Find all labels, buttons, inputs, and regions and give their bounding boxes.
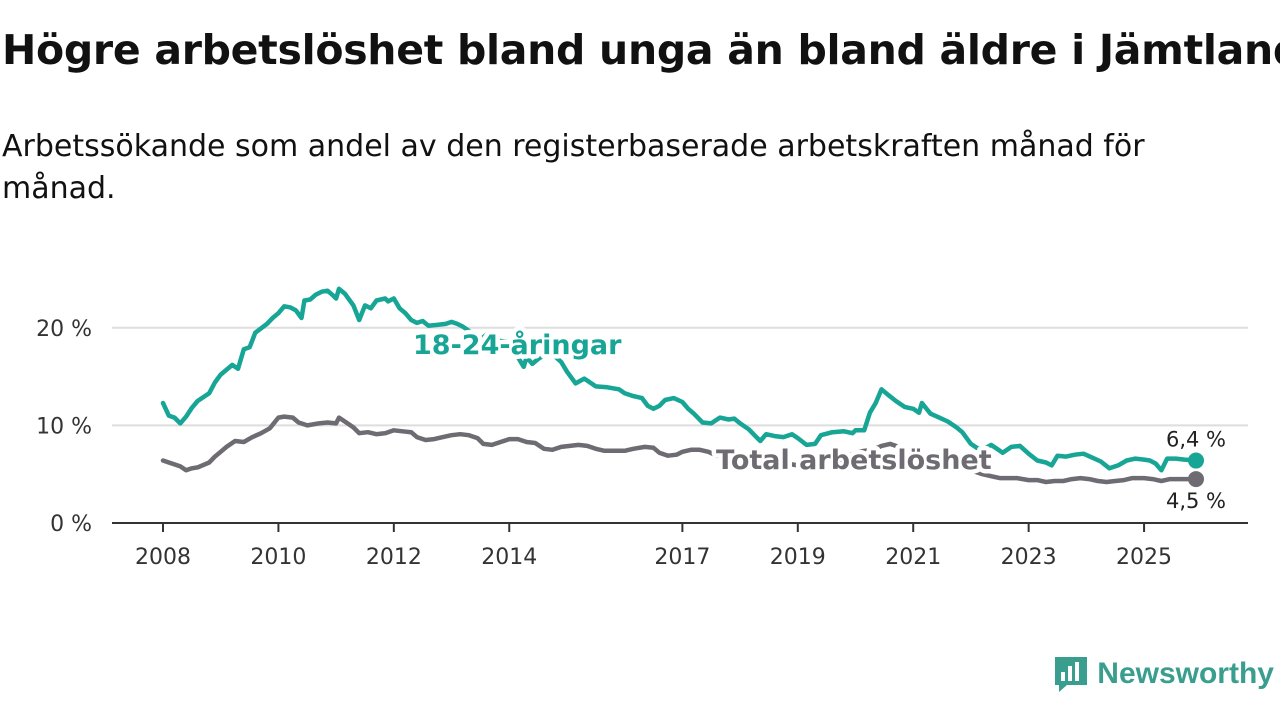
series-label: Total arbetslöshet (716, 445, 992, 476)
x-tick-label: 2008 (135, 545, 191, 570)
x-tick-label: 2021 (885, 545, 941, 570)
series-lines (160, 286, 1199, 485)
series-labels: Total arbetslöshet 4,5 % 18-24-åringar 6,4 … (409, 325, 1227, 514)
y-tick-label: 0 % (50, 512, 92, 537)
x-tick-label: 2023 (1001, 545, 1057, 570)
x-tick-label: 2019 (770, 545, 826, 570)
newsworthy-icon (1055, 657, 1088, 692)
end-value-label: 4,5 % (1166, 489, 1226, 513)
y-tick-label: 20 % (36, 317, 92, 342)
series-line-total (160, 414, 1199, 485)
x-tick-label: 2012 (366, 545, 422, 570)
x-axis-ticks: 2008 2010 2012 2014 2017 2019 2021 2023 2025 (135, 523, 1172, 570)
y-tick-label: 10 % (36, 414, 92, 439)
end-point-total (1188, 471, 1204, 488)
brand-name: Newsworthy (1097, 657, 1274, 690)
end-point-18-24 (1188, 452, 1204, 469)
x-tick-label: 2014 (481, 545, 537, 570)
series-label: 18-24-åringar (413, 329, 622, 361)
chart-title: Högre arbetslöshet bland unga än bland ä… (2, 26, 1280, 74)
chart-subtitle: Arbetssökande som andel av den registerb… (2, 129, 1145, 206)
x-tick-label: 2010 (250, 545, 306, 570)
x-tick-label: 2017 (654, 545, 710, 570)
gridlines (112, 326, 1248, 427)
series-line-18-24 (160, 286, 1199, 473)
end-value-label: 6,4 % (1166, 428, 1226, 452)
x-tick-label: 2025 (1116, 545, 1172, 570)
newsworthy-logo[interactable]: Newsworthy (1053, 654, 1274, 694)
y-axis-ticks: 0 % 10 % 20 % (36, 317, 92, 537)
